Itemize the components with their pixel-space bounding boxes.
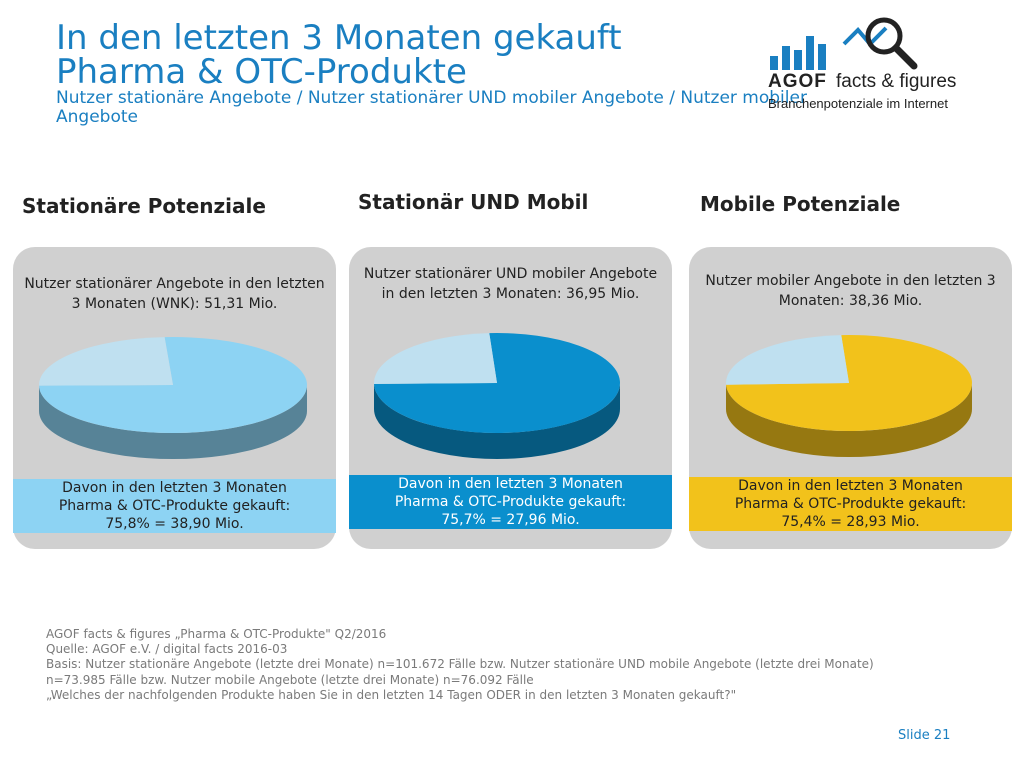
panel-description: Nutzer mobiler Angebote in den letzten 3… (705, 273, 996, 309)
section-title-mobil: Mobile Potenziale (700, 192, 901, 216)
result-band: Davon in den letzten 3 Monaten Pharma & … (13, 479, 336, 533)
band-line-2: Pharma & OTC-Produkte gekauft: (394, 494, 627, 510)
band-line-1: Davon in den letzten 3 Monaten (398, 476, 623, 492)
band-line-3: 75,8% = 38,90 Mio. (105, 516, 244, 532)
panel-description: Nutzer stationärer Angebote in den letzt… (24, 276, 325, 312)
band-line-1: Davon in den letzten 3 Monaten (62, 480, 287, 496)
panel-description: Nutzer stationärer UND mobiler Angebote … (363, 266, 658, 302)
pie-slice-rest (726, 335, 849, 385)
band-line-3: 75,4% = 28,93 Mio. (781, 514, 920, 530)
footer-notes: AGOF facts & figures „Pharma & OTC-Produ… (46, 627, 874, 703)
result-band: Davon in den letzten 3 Monaten Pharma & … (689, 477, 1012, 531)
panel-stationaer: Nutzer stationärer Angebote in den letzt… (13, 247, 336, 549)
pie-chart-mobil (726, 335, 972, 457)
subtitle: Nutzer stationäre Angebote / Nutzer stat… (56, 88, 807, 127)
band-line-2: Pharma & OTC-Produkte gekauft: (734, 496, 967, 512)
pie-slice-rest (374, 333, 497, 384)
agof-logo-icon (770, 17, 918, 70)
logo-tagline: Branchenpotenziale im Internet (768, 96, 948, 111)
band-line-2: Pharma & OTC-Produkte gekauft: (58, 498, 291, 514)
panel-mobil: Nutzer mobiler Angebote in den letzten 3… (689, 247, 1012, 549)
title-line-2: Pharma & OTC-Produkte (56, 52, 467, 92)
footer-line: AGOF facts & figures „Pharma & OTC-Produ… (46, 627, 387, 641)
pie-slice-gekauft (726, 335, 972, 431)
slide-number: Slide 21 (898, 728, 951, 743)
pie-slice-gekauft (374, 333, 620, 433)
logo-product: facts & figures (836, 71, 957, 92)
footer-line: Quelle: AGOF e.V. / digital facts 2016-0… (46, 642, 288, 657)
pie-side-wall (39, 385, 307, 459)
result-band: Davon in den letzten 3 Monaten Pharma & … (349, 475, 672, 529)
footer-line: „Welches der nachfolgenden Produkte habe… (46, 687, 737, 702)
pie-side-wall (726, 383, 972, 457)
panel-beide: Nutzer stationärer UND mobiler Angebote … (349, 247, 672, 549)
pie-slice-rest (39, 337, 173, 386)
title-line-1: In den letzten 3 Monaten gekauft (56, 18, 622, 58)
footer-line: Basis: Nutzer stationäre Angebote (letzt… (46, 657, 874, 672)
pie-chart-beide (374, 333, 620, 459)
pie-chart-stationaer (39, 337, 307, 459)
logo-brand: AGOF (768, 71, 827, 92)
pie-slice-gekauft (39, 337, 307, 433)
footer-line: n=73.985 Fälle bzw. Nutzer mobile Angebo… (46, 672, 534, 687)
pie-side-wall (374, 383, 620, 459)
band-line-3: 75,7% = 27,96 Mio. (441, 512, 580, 528)
section-title-beide: Stationär UND Mobil (358, 190, 589, 214)
section-title-stationaer: Stationäre Potenziale (22, 194, 266, 218)
band-line-1: Davon in den letzten 3 Monaten (738, 478, 963, 494)
